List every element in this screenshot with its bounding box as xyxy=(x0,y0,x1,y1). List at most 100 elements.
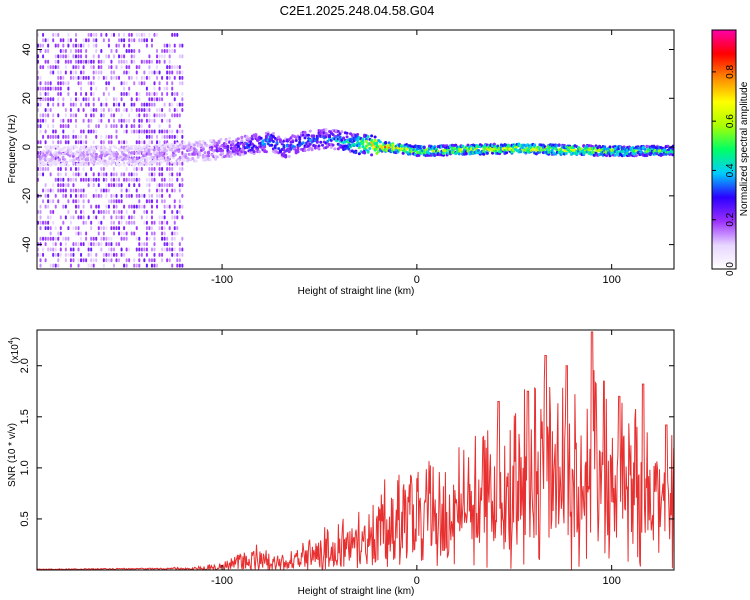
snr-y-tick-label: 0.5 xyxy=(19,511,31,526)
spectrogram-cell xyxy=(112,54,115,59)
spectrogram-cell xyxy=(49,209,52,214)
spectrogram-cell xyxy=(140,38,143,43)
spectrogram-cell xyxy=(317,147,321,151)
spectrogram-cell xyxy=(143,81,146,86)
spectrogram-cell xyxy=(112,113,115,118)
spectrogram-cell xyxy=(176,177,179,182)
spectrogram-cell xyxy=(80,188,83,193)
snr-y-multiplier: (x104) xyxy=(8,337,21,364)
spectrogram-cell xyxy=(69,220,72,225)
spectrogram-cell xyxy=(178,81,181,86)
spectrogram-cell xyxy=(171,172,174,177)
spectrogram-cell xyxy=(95,70,98,75)
spectrogram-cell xyxy=(485,151,489,155)
spectrogram-cell xyxy=(69,75,72,80)
spectrogram-cell xyxy=(164,149,168,153)
spectrogram-cell xyxy=(87,183,90,188)
spectrogram-cell xyxy=(166,167,169,172)
spectrogram-cell xyxy=(158,86,161,91)
spectrogram-cell xyxy=(150,199,153,204)
spectrogram-cell xyxy=(156,65,159,70)
spectrogram-cell xyxy=(82,155,86,159)
snr-y-multiplier-base: (x10 xyxy=(10,344,21,364)
spectrogram-cell xyxy=(105,86,108,91)
spectrogram-cell xyxy=(161,108,164,113)
spectrogram-cell xyxy=(72,199,75,204)
spectrogram-cell xyxy=(97,70,100,75)
spectrogram-cell xyxy=(135,226,138,231)
spectrogram-cell xyxy=(150,263,153,268)
spectrogram-cell xyxy=(74,113,77,118)
spectrogram-cell xyxy=(163,204,166,209)
spectrogram-cell xyxy=(161,183,164,188)
spectrogram-cell xyxy=(42,149,46,153)
spectrogram-cell xyxy=(64,65,67,70)
spectrogram-cell xyxy=(80,236,83,241)
spectrogram-cell xyxy=(74,204,77,209)
spectrogram-cell xyxy=(123,140,126,145)
spectrogram-cell xyxy=(112,32,115,37)
spectrogram-cell xyxy=(42,247,45,252)
spectrogram-cell xyxy=(107,134,110,139)
spectrogram-cell xyxy=(87,242,90,247)
spectrogram-cell xyxy=(140,75,143,80)
spectrogram-cell xyxy=(277,136,281,140)
spectrogram-cell xyxy=(77,108,80,113)
spectrogram-cell xyxy=(168,242,171,247)
spectrogram-cell xyxy=(42,172,45,177)
spectrogram-cell xyxy=(100,193,103,198)
spectrogram-cell xyxy=(124,157,128,161)
spectrogram-cell xyxy=(39,220,42,225)
spectrogram-cell xyxy=(138,204,141,209)
spectrogram-cell xyxy=(90,177,93,182)
spectrogram-cell xyxy=(161,220,164,225)
spectrogram-cell xyxy=(275,141,279,145)
spectrogram-cell xyxy=(128,215,131,220)
spectrogram-cell xyxy=(92,108,95,113)
spectrogram-cell xyxy=(163,59,166,64)
spectrogram-cell xyxy=(115,49,118,54)
spectrogram-cell xyxy=(170,160,174,164)
spectrogram-cell xyxy=(80,215,83,220)
spectrogram-cell xyxy=(153,167,156,172)
spectrogram-cell xyxy=(80,75,83,80)
spectrogram-cell xyxy=(77,65,80,70)
spectrogram-cell xyxy=(80,81,83,86)
spectrogram-cell xyxy=(52,113,55,118)
snr-y-ticks: 0.51.01.52.0 xyxy=(19,358,674,527)
spectrogram-y-tick-label: 20 xyxy=(21,92,33,104)
spectrogram-cell xyxy=(168,70,171,75)
spectrogram-cell xyxy=(69,70,72,75)
spectrogram-cell xyxy=(72,54,75,59)
spectrogram-cell xyxy=(140,215,143,220)
spectrogram-cell xyxy=(148,134,151,139)
spectrogram-cell xyxy=(108,269,110,273)
spectrogram-cell xyxy=(207,150,211,154)
spectrogram-cell xyxy=(178,199,181,204)
spectrogram-cell xyxy=(39,75,42,80)
spectrogram-cell xyxy=(47,65,50,70)
spectrogram-cell xyxy=(80,177,83,182)
spectrogram-cell xyxy=(64,236,67,241)
spectrogram-cell xyxy=(287,154,291,158)
spectrogram-cell xyxy=(90,65,93,70)
spectrogram-cell xyxy=(77,226,80,231)
spectrogram-cell xyxy=(133,231,136,236)
spectrogram-cell xyxy=(42,43,45,48)
spectrogram-cell xyxy=(150,167,153,172)
spectrogram-cell xyxy=(138,118,141,123)
spectrogram-cell xyxy=(90,81,93,86)
spectrogram-cell xyxy=(69,97,72,102)
spectrogram-cell xyxy=(90,113,93,118)
spectrogram-cell xyxy=(82,140,85,145)
spectrogram-cell xyxy=(92,193,95,198)
spectrogram-cell xyxy=(196,155,200,159)
spectrogram-cell xyxy=(47,97,50,102)
spectrogram-cell xyxy=(105,124,108,129)
spectrogram-cell xyxy=(181,215,184,220)
spectrogram-cell xyxy=(130,108,133,113)
spectrogram-cell xyxy=(102,113,105,118)
spectrogram-cell xyxy=(77,231,80,236)
spectrogram-cell xyxy=(135,177,138,182)
spectrogram-cell xyxy=(54,129,57,134)
